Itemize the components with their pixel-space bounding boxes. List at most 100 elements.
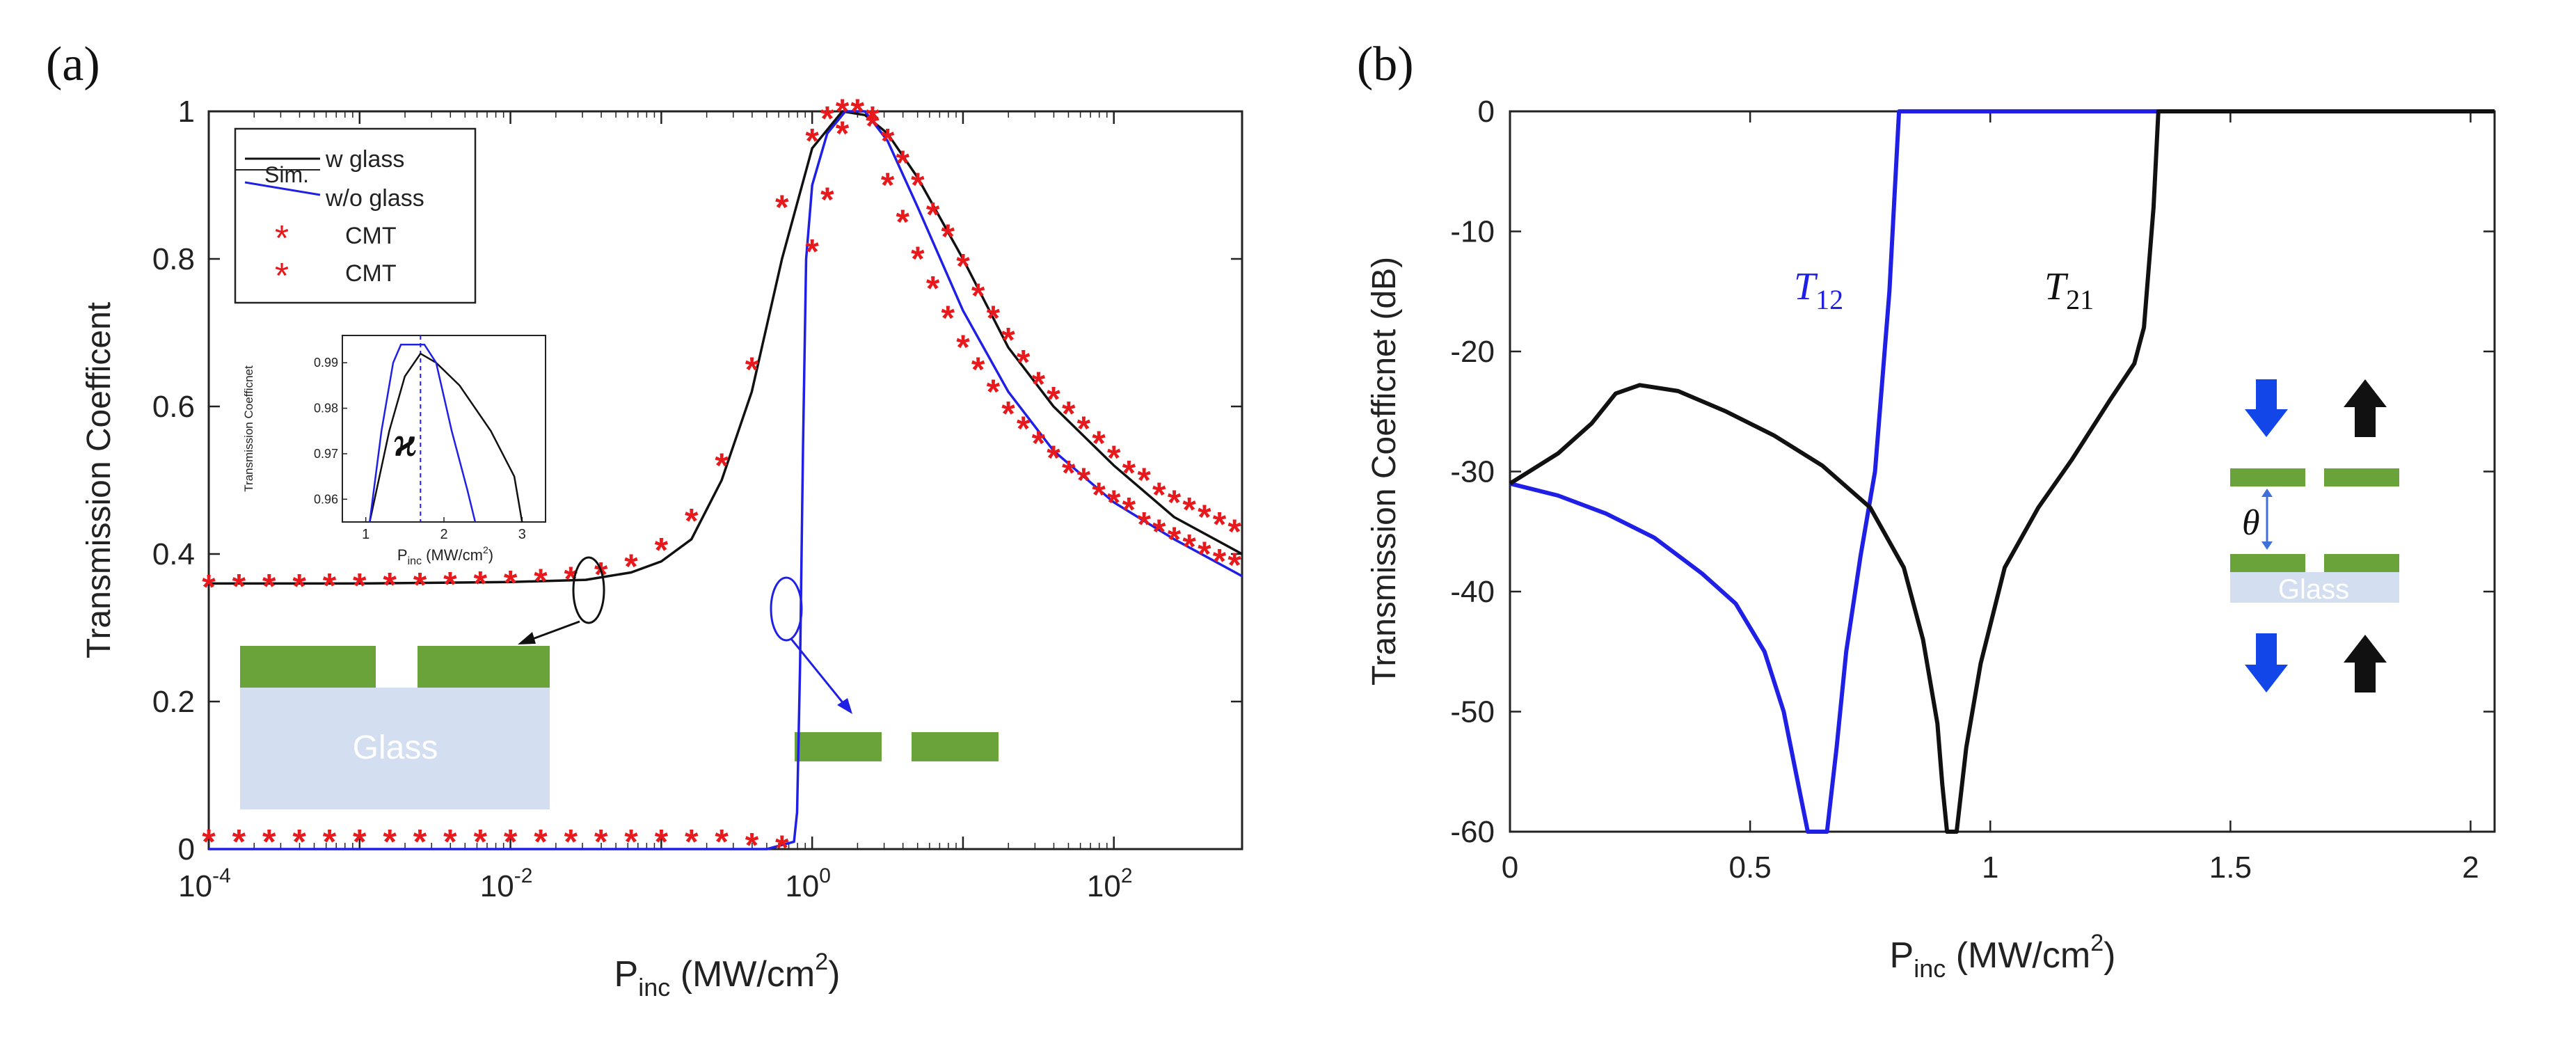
cmt-marker: * [956,328,970,367]
cmt-marker: * [745,826,759,865]
inset-y-tick-label: 0.97 [314,447,338,461]
cmt-marker: * [1122,453,1136,492]
cmt-marker: * [1047,438,1060,477]
cmt-marker: * [850,92,864,131]
cmt-marker: * [594,822,608,861]
inset-plot: 0.96 0.97 0.98 0.99 1 2 3 Transmission Coeffic… [242,335,546,567]
cmt-marker: * [971,350,985,389]
cmt-marker: * [1152,475,1166,514]
cmt-marker: * [534,822,548,861]
cmt-marker: * [624,822,638,861]
cmt-marker: * [1137,505,1151,544]
panel-b: (b) 0-10-20-30-40-50-600 0.5 1 1.5 2 Transmi… [1357,38,2496,983]
cmt-marker: * [941,217,955,256]
y-tick-label: -30 [1450,455,1495,489]
cmt-marker: * [292,822,306,861]
cmt-marker: * [504,563,518,602]
cmt-marker: * [262,567,276,606]
inset-y-tick-label: 0.98 [314,402,338,415]
cmt-marker: * [232,567,246,606]
panel-label-a: (a) [46,38,100,91]
inset-y-tick-label: 0.96 [314,492,338,506]
cmt-marker: * [836,92,850,131]
cmt-marker: * [1092,475,1106,514]
cmt-marker: * [292,567,306,606]
cmt-marker: * [971,276,985,315]
inset-annotation-kappa: ϰ [394,419,418,465]
metasurface-bar [912,732,999,761]
x-tick-label: 10-4 [178,864,231,903]
cmt-marker: * [655,822,669,861]
arrowhead [518,632,536,644]
cmt-marker: * [896,143,909,182]
cmt-marker: * [866,100,880,138]
axis-ticks-b: 0-10-20-30-40-50-600 0.5 1 1.5 2 [1450,95,2495,885]
y-tick-label: -20 [1450,335,1495,369]
panel-a: (a) 0 0.2 0.4 0.6 0.8 1 10-4 10-2 100 102 Transmi… [46,38,1243,1002]
no-glass-structure-illustration [795,732,999,761]
cmt-marker: * [443,822,457,861]
x-tick-label: 100 [785,864,831,903]
x-axis-label-b: Pinc (MW/cm2) [1890,930,2116,983]
cmt-marker: * [1152,512,1166,551]
cmt-marker: * [564,560,578,599]
cmt-marker: * [413,566,427,605]
series-line [209,110,1243,850]
x-tick-label: 1.5 [2209,850,2252,885]
arrowhead [2261,489,2273,497]
y-tick-label: -10 [1450,215,1495,249]
legend-sim-label: Sim. [264,162,309,187]
cmt-marker: * [850,92,864,131]
cmt-marker: * [820,100,834,138]
cmt-marker: * [1227,546,1241,585]
cmt-marker: * [1213,505,1227,544]
legend-line-wo-glass [244,181,321,196]
x-tick-label: 0 [1502,850,1518,885]
cmt-marker: * [383,822,397,861]
cmt-marker: * [1062,453,1076,492]
inset-content: 0.96 0.97 0.98 0.99 1 2 3 [314,335,526,542]
cmt-marker: * [1077,409,1091,448]
inset-x-label: Pinc (MW/cm2) [397,544,493,567]
inset-y-label: Transmission Coefficnet [242,365,255,492]
x-tick-label: 1 [1982,850,1998,885]
cmt-marker: * [805,121,819,160]
cmt-marker: * [987,299,1001,338]
cmt-marker: * [1213,542,1227,581]
cmt-marker: * [941,299,955,338]
cmt-marker: * [775,828,789,867]
cmt-marker: * [323,822,337,861]
cmt-marker: * [1062,395,1076,434]
cmt-marker: * [685,822,699,861]
callout-arrow-blue [790,638,849,709]
y-tick-label: 0 [1478,95,1495,129]
glass-block [2230,572,2399,603]
axis-ticks-a: 0 0.2 0.4 0.6 0.8 1 10-4 10-2 100 102 [152,95,1242,903]
cmt-marker: * [926,195,940,234]
cmt-marker: * [1017,342,1031,381]
metasurface-bar [240,646,376,688]
cmt-marker: * [1198,498,1211,537]
arrowhead [2261,541,2273,550]
callout-ellipse-blue [770,576,803,642]
cmt-marker: * [624,547,638,586]
arrowhead [837,698,852,714]
down-arrow-icon [2245,379,2288,437]
cmt-marker: * [1077,461,1091,500]
legend-marker-cmt: * [275,219,289,259]
y-axis-label-b: Transmission Coefficnet (dB) [1366,257,1403,686]
cmt-marker: * [1182,490,1196,529]
metasurface-bar [2324,468,2399,486]
series-line-t12 [1509,109,2495,834]
callout-ellipse-black [572,556,605,624]
x-tick-label: 102 [1087,864,1133,903]
metasurface-bar [795,732,882,761]
y-tick-label: 0.8 [152,242,195,276]
cmt-marker: * [775,188,789,227]
x-tick-label: 0.5 [1729,850,1772,885]
cmt-marker: * [1168,483,1182,522]
theta-label: θ [2242,503,2260,543]
y-tick-label: 1 [178,95,195,129]
inset-x-tick-label: 2 [440,527,447,542]
series-label-t21: T21 [2044,265,2094,315]
